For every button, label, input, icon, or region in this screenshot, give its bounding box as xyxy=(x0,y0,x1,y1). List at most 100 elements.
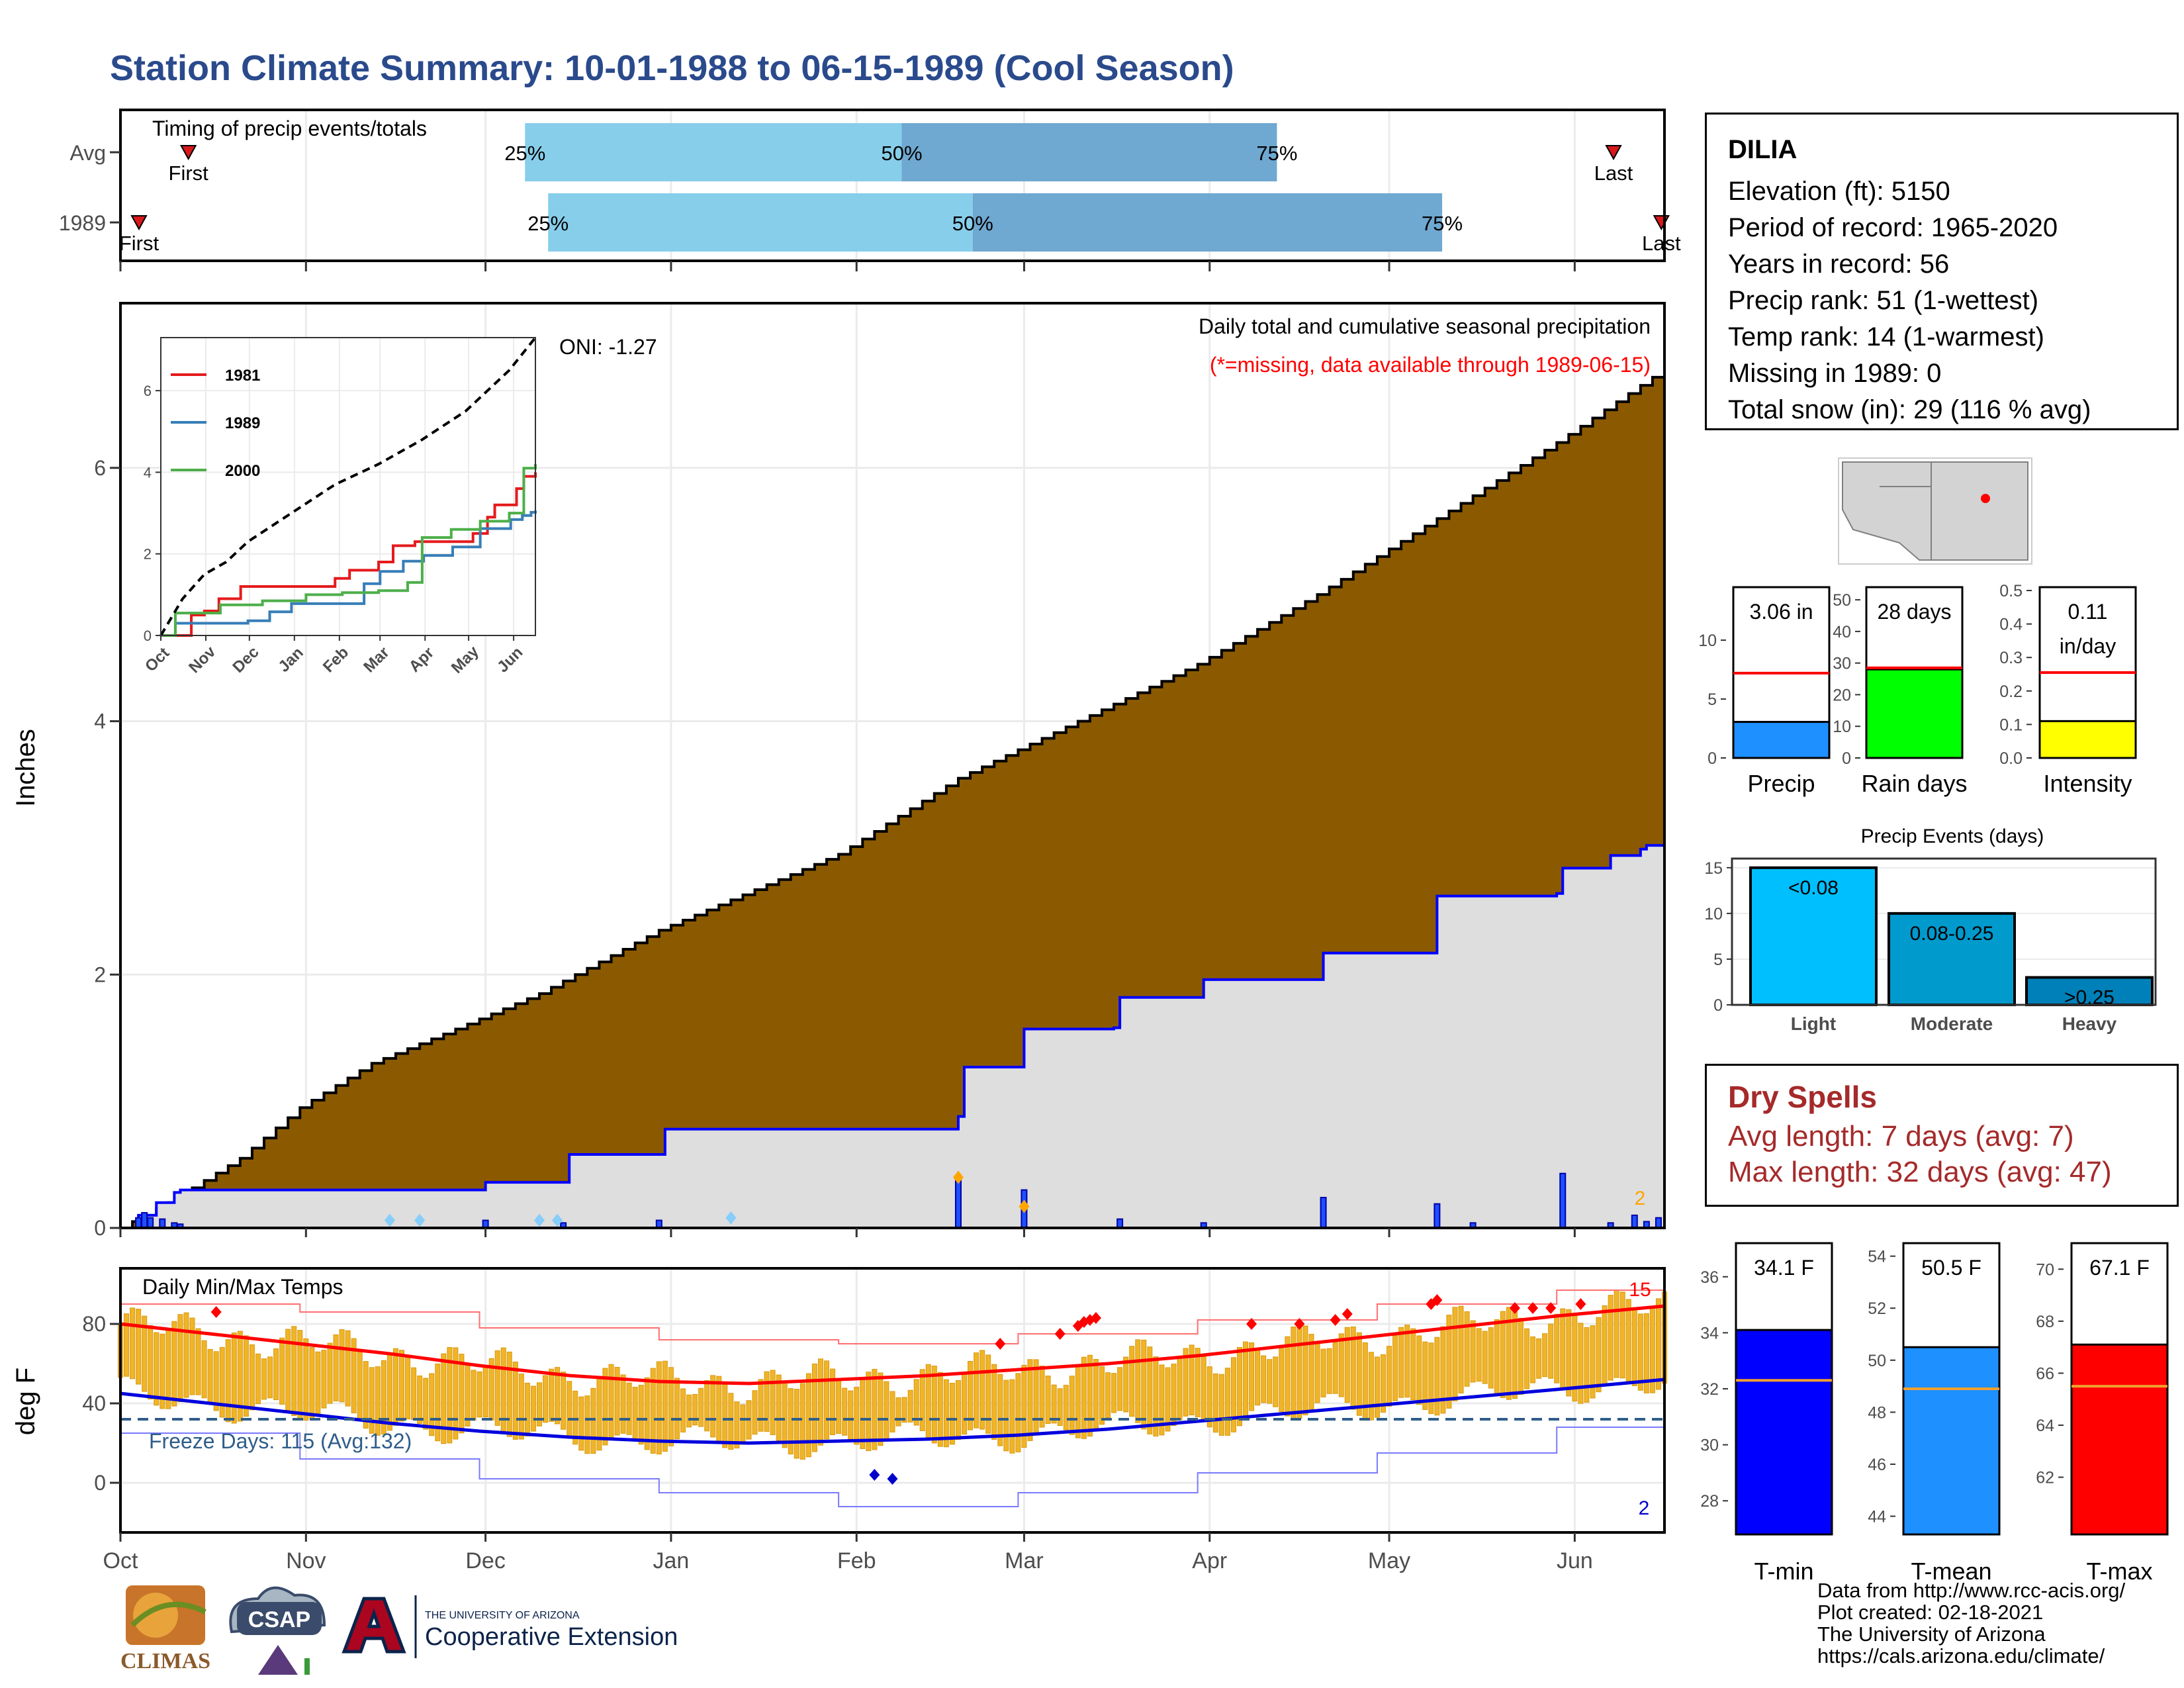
temp-daily-bar xyxy=(201,1340,207,1399)
temp-daily-bar xyxy=(878,1372,884,1446)
temp-daily-bar xyxy=(1614,1289,1619,1378)
temp-daily-bar xyxy=(650,1368,656,1454)
temp-daily-bar xyxy=(1183,1348,1189,1417)
t-mean-y-tick-label: 44 xyxy=(1868,1508,1886,1526)
temp-daily-bar xyxy=(243,1335,249,1417)
ua-logo-name-text: Cooperative Extension xyxy=(425,1623,678,1651)
temp-daily-bar xyxy=(722,1383,728,1448)
inset-series-2000 xyxy=(161,464,537,637)
temp-daily-bar xyxy=(578,1396,584,1451)
temp-daily-bar xyxy=(518,1374,524,1440)
temp-daily-bar xyxy=(1434,1336,1440,1416)
temp-daily-bar xyxy=(919,1369,925,1431)
dry-spells-avg: Avg length: 7 days (avg: 7) xyxy=(1728,1120,2074,1152)
temp-daily-bar xyxy=(1206,1366,1212,1428)
temp-daily-bar xyxy=(1057,1388,1063,1427)
temp-daily-bar xyxy=(842,1387,848,1436)
temp-daily-bar xyxy=(405,1357,411,1420)
temp-daily-bar xyxy=(997,1374,1003,1446)
intensity-y-tick-label: 0.4 xyxy=(1999,616,2023,634)
temp-daily-bar xyxy=(1015,1373,1021,1452)
temp-daily-bar xyxy=(1530,1336,1536,1383)
t-max-y-tick-label: 66 xyxy=(2036,1364,2054,1383)
temp-daily-bar xyxy=(1542,1333,1548,1378)
t-min-category-label: T-min xyxy=(1754,1558,1814,1585)
temp-daily-bar xyxy=(435,1363,441,1442)
temp-daily-bar xyxy=(799,1383,805,1460)
temp-daily-bar xyxy=(662,1360,668,1452)
inset-legend-label: 2000 xyxy=(225,462,260,480)
temp-daily-bar xyxy=(794,1389,799,1459)
temp-daily-bar xyxy=(782,1382,788,1448)
credit-plot-created: Plot created: 02-18-2021 xyxy=(1817,1601,2044,1624)
timing-marker-last xyxy=(1605,145,1622,161)
temp-daily-bar xyxy=(177,1314,183,1403)
temp-daily-bar xyxy=(1021,1364,1027,1448)
temp-daily-bar xyxy=(482,1366,488,1418)
temp-daily-bar xyxy=(866,1372,872,1452)
t-max-value-label: 67.1 F xyxy=(2089,1256,2150,1280)
temp-daily-bar xyxy=(889,1391,895,1432)
cold-day-marker xyxy=(887,1473,898,1485)
temp-daily-bar xyxy=(931,1366,937,1444)
temp-daily-bar xyxy=(1404,1325,1410,1398)
temp-daily-bar xyxy=(1117,1367,1123,1411)
temp-daily-bar xyxy=(1608,1295,1614,1381)
t-max-y-tick-label: 68 xyxy=(2036,1313,2054,1331)
snow-marker xyxy=(414,1213,426,1227)
credits: Data from http://www.rcc-acis.org/ Plot … xyxy=(1817,1579,2125,1667)
precip-events-chart: Precip Events (days) <0.08 Light 0.08-0.25 M… xyxy=(1704,825,2157,1034)
temp-daily-bar xyxy=(668,1367,674,1446)
temp-daily-bar xyxy=(375,1366,381,1436)
temp-x-tick-label: Dec xyxy=(465,1548,505,1573)
temp-daily-bar xyxy=(572,1390,578,1445)
temp-daily-bar xyxy=(955,1380,961,1440)
temp-daily-bar xyxy=(309,1346,315,1419)
rain-days-y-tick-label: 50 xyxy=(1833,591,1851,610)
temp-daily-bar xyxy=(1655,1298,1661,1390)
temp-daily-bar xyxy=(937,1372,943,1447)
temp-daily-bar xyxy=(752,1390,758,1435)
ua-logo-top-text: THE UNIVERSITY OF ARIZONA xyxy=(425,1610,580,1621)
temp-daily-bar xyxy=(423,1378,429,1430)
timing-bar-25-50 xyxy=(525,123,902,181)
temp-daily-bar xyxy=(824,1360,830,1440)
precip-daily-bar xyxy=(1631,1214,1638,1229)
csap-logo-text: CSAP xyxy=(248,1607,310,1632)
temp-daily-bar xyxy=(1619,1291,1625,1379)
temp-daily-bar xyxy=(764,1371,770,1432)
dry-spells-title: Dry Spells xyxy=(1728,1080,1877,1114)
timing-title: Timing of precip events/totals xyxy=(152,117,427,140)
precip-observed-area xyxy=(120,840,1664,1228)
precip-title: Daily total and cumulative seasonal prec… xyxy=(1199,314,1651,338)
temp-x-tick-label: Jun xyxy=(1557,1548,1593,1573)
temp-daily-bar xyxy=(273,1348,279,1401)
snow-marker xyxy=(533,1213,545,1227)
precip-events-category-label: Moderate xyxy=(1911,1013,1993,1034)
inset-y-tick-label: 0 xyxy=(144,628,152,644)
precip-daily-bar xyxy=(1116,1218,1124,1229)
season-precip-y-tick-label: 10 xyxy=(1698,632,1717,650)
temp-daily-bar xyxy=(1584,1327,1590,1403)
timing-label-25: 25% xyxy=(504,142,545,165)
temp-daily-bar xyxy=(1267,1359,1273,1404)
temp-daily-bar xyxy=(1243,1341,1249,1419)
temp-daily-bar xyxy=(1440,1326,1446,1414)
temp-daily-bar xyxy=(895,1397,901,1427)
temp-daily-bar xyxy=(770,1370,776,1435)
temp-daily-bar xyxy=(171,1321,177,1407)
timing-label-50: 50% xyxy=(952,212,993,235)
rain-days-y-tick-label: 0 xyxy=(1842,749,1851,768)
precip-events-bar xyxy=(2025,976,2154,1006)
t-max-y-tick-label: 64 xyxy=(2036,1417,2054,1435)
temp-x-tick-label: Oct xyxy=(103,1548,138,1573)
temp-daily-bar xyxy=(1476,1328,1482,1382)
intensity-y-tick-label: 0.3 xyxy=(1999,649,2023,667)
temp-daily-bar xyxy=(602,1368,608,1446)
inset-y-tick-label: 4 xyxy=(144,464,152,481)
temp-daily-bar xyxy=(728,1393,734,1450)
t-min-y-tick-label: 32 xyxy=(1700,1380,1719,1399)
temp-daily-bar xyxy=(477,1371,482,1418)
station-info-box: DILIA Elevation (ft): 5150 Period of rec… xyxy=(1705,113,2179,430)
t-mean-y-tick-label: 48 xyxy=(1868,1403,1886,1422)
